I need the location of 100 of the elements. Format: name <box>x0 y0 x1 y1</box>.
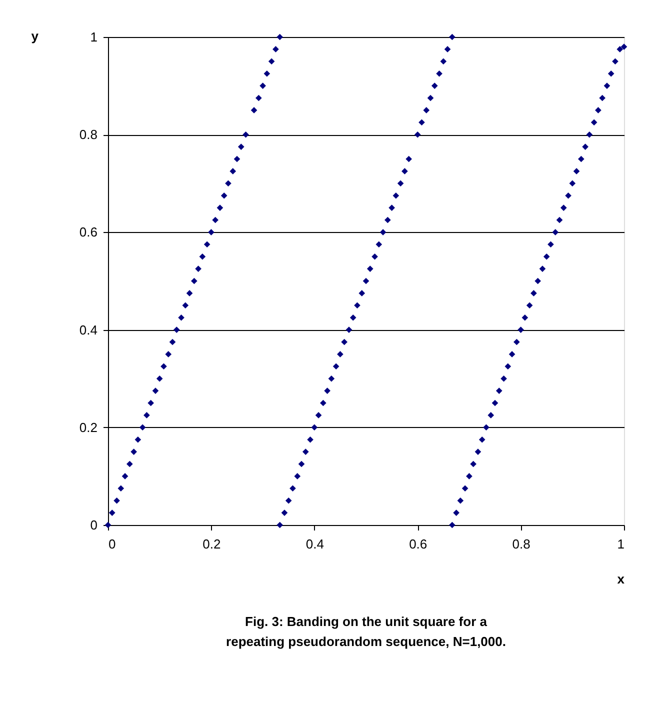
point <box>573 168 580 174</box>
x-tick-label: 0.4 <box>306 536 324 552</box>
y-tick-label: 0.2 <box>79 420 98 435</box>
point <box>508 351 516 358</box>
point <box>556 216 563 224</box>
point <box>457 497 464 504</box>
y-tick-label: 0.8 <box>79 127 98 142</box>
point <box>234 156 240 162</box>
point <box>569 180 576 187</box>
point <box>276 522 283 528</box>
point <box>199 253 206 260</box>
point <box>388 204 395 211</box>
point <box>144 412 150 418</box>
point <box>208 229 214 236</box>
point <box>302 448 309 455</box>
point <box>492 400 498 406</box>
x-tick-label: 0.8 <box>512 536 530 552</box>
point <box>165 351 172 358</box>
point <box>212 216 218 224</box>
point <box>599 94 606 102</box>
point <box>478 436 486 443</box>
point <box>346 326 352 333</box>
point <box>578 156 584 162</box>
point <box>108 510 116 516</box>
point <box>436 70 442 77</box>
point <box>449 522 456 528</box>
point <box>362 278 370 284</box>
point <box>114 497 120 504</box>
x-tick-label: 1 <box>617 536 624 552</box>
point <box>406 156 412 162</box>
point <box>392 192 400 199</box>
point <box>427 94 434 102</box>
point <box>307 436 314 443</box>
x-tick-label: 0.2 <box>202 536 221 552</box>
point <box>440 58 447 65</box>
point <box>354 302 360 309</box>
point <box>290 485 296 492</box>
point <box>384 216 391 224</box>
point <box>418 119 425 126</box>
point <box>173 326 180 333</box>
y-tick-label: 0 <box>90 518 98 532</box>
point <box>178 314 184 321</box>
point <box>281 510 288 516</box>
point <box>195 266 202 272</box>
point <box>268 58 275 65</box>
point <box>500 375 507 382</box>
point <box>620 44 628 50</box>
y-tick-label: 0.4 <box>79 322 98 338</box>
caption: Fig. 3: Banding on the unit square for a repeating pseudorandom sequence, N=1,000. <box>226 614 506 649</box>
point <box>341 338 348 346</box>
point <box>148 400 154 406</box>
point <box>324 388 330 394</box>
point <box>358 290 366 296</box>
point <box>156 375 163 382</box>
point <box>238 144 244 150</box>
point <box>423 107 430 114</box>
point <box>604 82 610 89</box>
point <box>449 34 456 40</box>
point <box>118 485 124 492</box>
point <box>134 436 142 443</box>
point <box>350 314 356 321</box>
point <box>496 388 502 394</box>
point <box>376 241 382 248</box>
point <box>514 338 520 346</box>
point <box>380 229 386 236</box>
point <box>152 388 159 394</box>
point <box>366 266 374 272</box>
point <box>586 131 593 138</box>
x-tick-label: 0 <box>108 536 116 552</box>
point <box>518 326 524 333</box>
point <box>250 107 258 114</box>
point <box>225 180 232 187</box>
point <box>504 363 512 370</box>
point <box>462 485 468 492</box>
point <box>160 363 167 370</box>
point <box>320 400 326 406</box>
point <box>582 144 588 150</box>
point <box>539 266 546 272</box>
point <box>315 412 322 418</box>
point <box>530 290 537 296</box>
point <box>453 510 460 516</box>
point <box>298 460 305 468</box>
point <box>186 290 193 296</box>
point <box>220 192 228 199</box>
point <box>139 424 146 431</box>
point <box>560 204 567 211</box>
point <box>169 338 176 346</box>
y-axis-title: y <box>31 28 40 44</box>
point <box>260 82 266 89</box>
point <box>590 119 598 126</box>
x-tick-label: 0.6 <box>409 536 428 552</box>
point <box>285 497 292 504</box>
point <box>130 448 137 455</box>
y-tick-label: 0.6 <box>79 224 98 240</box>
point <box>612 58 618 65</box>
point <box>595 107 602 114</box>
point <box>552 229 559 236</box>
point <box>216 204 224 211</box>
point <box>328 375 335 382</box>
point <box>311 424 318 431</box>
